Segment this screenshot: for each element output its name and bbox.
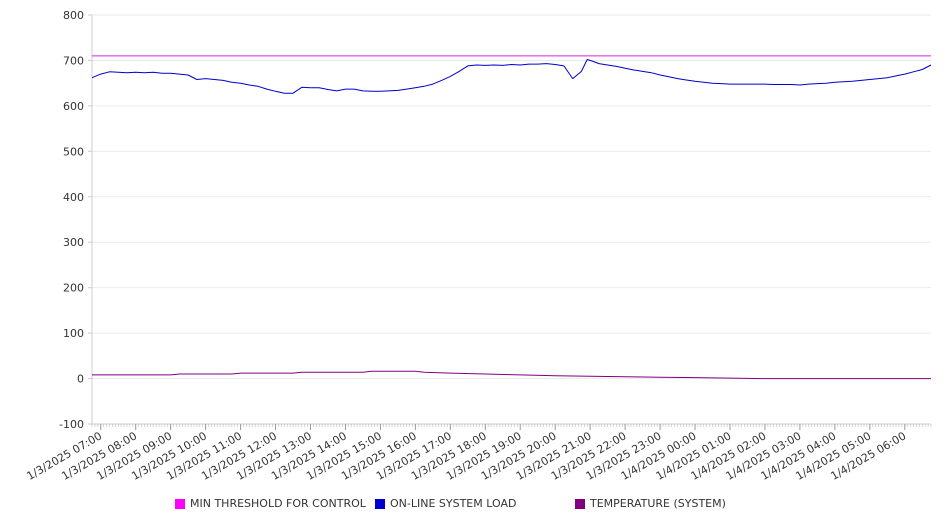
- legend-label: ON-LINE SYSTEM LOAD: [390, 497, 517, 510]
- y-axis-ticks: -100 0 100 200 300 400 500 600 700 800: [59, 9, 92, 431]
- y-tick-label: 0: [77, 373, 84, 386]
- series-line-3: [92, 370, 931, 380]
- x-axis-ticks: 1/3/2025 07:001/3/2025 08:001/3/2025 09:…: [24, 424, 932, 483]
- y-tick-label: -100: [59, 418, 84, 431]
- legend-swatch: [575, 498, 585, 509]
- y-tick-label: 300: [63, 236, 84, 249]
- legend-item: ON-LINE SYSTEM LOAD: [375, 497, 516, 510]
- legend: MIN THRESHOLD FOR CONTROL ON-LINE SYSTEM …: [0, 497, 946, 515]
- axes: [91, 15, 931, 425]
- legend-label: MIN THRESHOLD FOR CONTROL: [190, 497, 366, 510]
- legend-item: TEMPERATURE (SYSTEM): [575, 497, 726, 510]
- y-tick-label: 600: [63, 100, 84, 113]
- legend-item: MIN THRESHOLD FOR CONTROL: [175, 497, 366, 510]
- y-tick-label: 100: [63, 327, 84, 340]
- legend-swatch: [375, 498, 385, 509]
- legend-swatch: [175, 498, 185, 509]
- y-tick-label: 400: [63, 191, 84, 204]
- y-tick-label: 500: [63, 145, 84, 158]
- y-tick-label: 700: [63, 54, 84, 67]
- series-lines: [91, 55, 932, 380]
- series-line-2: [91, 59, 932, 94]
- y-tick-label: 800: [63, 9, 84, 22]
- legend-label: TEMPERATURE (SYSTEM): [590, 497, 726, 510]
- y-tick-label: 200: [63, 282, 84, 295]
- gridlines: [92, 14, 931, 425]
